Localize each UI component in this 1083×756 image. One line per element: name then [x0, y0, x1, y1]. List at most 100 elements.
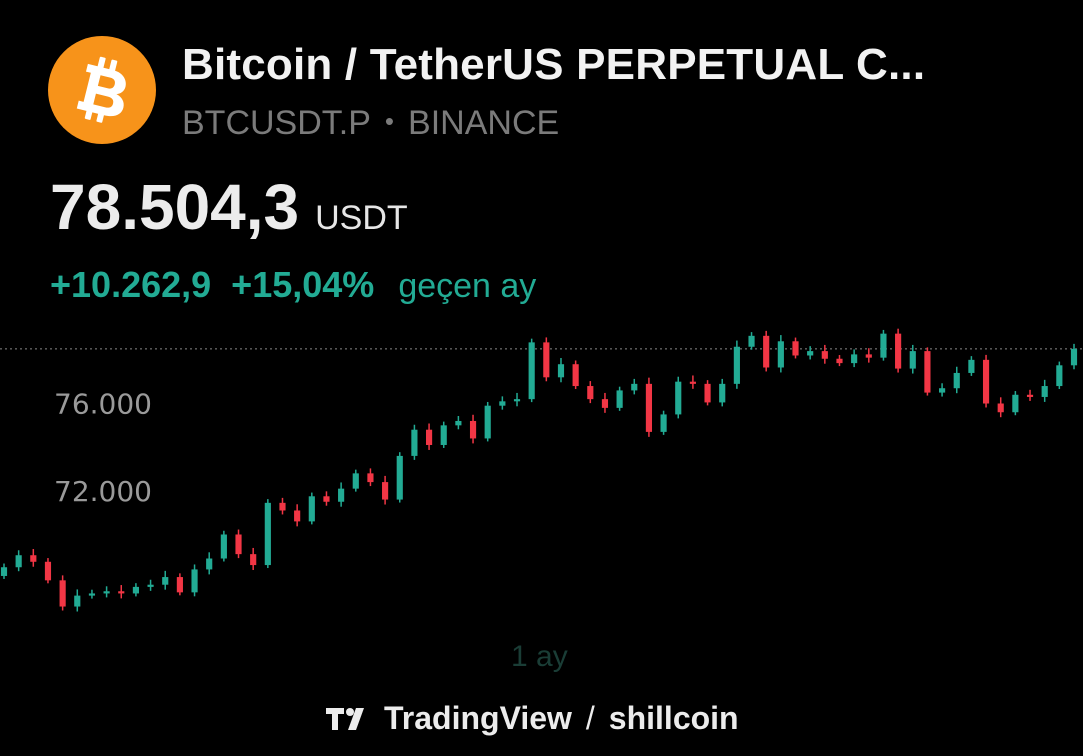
candle-body — [352, 473, 359, 489]
candle-body — [880, 333, 887, 358]
candle — [338, 482, 345, 507]
candle-body — [851, 354, 858, 364]
candle — [895, 328, 902, 373]
candle-body — [396, 455, 403, 500]
change-percent: +15,04% — [231, 264, 375, 305]
candle — [15, 550, 22, 572]
candle — [1026, 389, 1034, 401]
y-tick-label: 76.000 — [54, 388, 152, 421]
tradingview-logo-icon — [326, 707, 364, 730]
candle-body — [499, 401, 506, 406]
candle — [748, 332, 755, 350]
candle-body — [176, 577, 183, 593]
candle-body — [631, 383, 638, 391]
separator-dot: • — [384, 106, 395, 136]
candle — [924, 347, 931, 396]
candle-body — [557, 364, 565, 378]
candle — [572, 360, 579, 390]
candle-body — [645, 383, 653, 432]
candle — [59, 575, 66, 611]
candle-body — [777, 341, 784, 368]
candle-body — [0, 567, 8, 576]
candle — [367, 468, 374, 487]
candle-body — [279, 502, 286, 511]
candle-body — [836, 358, 843, 364]
candle — [220, 530, 227, 562]
candle-body — [997, 403, 1004, 413]
candle — [44, 558, 52, 584]
candle-body — [338, 488, 345, 502]
candle — [1012, 391, 1019, 416]
candle-body — [147, 584, 154, 587]
candle-body — [616, 390, 623, 408]
candle — [587, 381, 594, 404]
instrument-title: Bitcoin / TetherUS PERPETUAL C... — [182, 40, 926, 89]
timeframe-label[interactable]: 1 ay — [511, 640, 568, 673]
candle — [352, 469, 359, 492]
candle-body — [807, 351, 814, 356]
candle-body — [953, 372, 960, 389]
candle-body — [220, 534, 227, 559]
candle — [147, 579, 154, 591]
candle — [645, 377, 653, 437]
candle-body — [1056, 365, 1063, 387]
candle-series — [0, 328, 1078, 612]
candle — [660, 410, 667, 435]
y-tick-label: 72.000 — [54, 475, 152, 508]
candle — [118, 585, 125, 599]
candle-body — [572, 364, 579, 387]
candle-body — [382, 482, 389, 500]
candle — [982, 354, 990, 408]
candle-body — [601, 399, 609, 408]
candle — [763, 330, 770, 372]
candle — [1041, 379, 1048, 402]
candle — [543, 337, 550, 382]
candle — [455, 416, 462, 430]
candle-body — [543, 342, 550, 378]
candle — [675, 376, 682, 419]
candle — [880, 329, 887, 361]
bitcoin-logo-icon — [76, 56, 126, 123]
change-period: geçen ay — [398, 267, 537, 305]
candle — [206, 552, 213, 575]
candle-body — [103, 591, 110, 594]
candle — [323, 491, 330, 506]
candle-body — [895, 333, 902, 369]
price-quote: 78.504,3 USDT — [50, 170, 408, 244]
candle — [382, 475, 389, 505]
candle-body — [264, 502, 271, 566]
candle — [939, 383, 946, 397]
candle — [411, 424, 418, 460]
candle — [308, 492, 315, 525]
instrument-subtitle: BTCUSDT.P • BINANCE — [182, 104, 559, 143]
candle-body — [968, 359, 975, 373]
candle — [88, 589, 96, 599]
candle — [557, 358, 565, 383]
candle — [836, 355, 843, 367]
candle-body — [748, 335, 755, 347]
candle — [601, 392, 609, 413]
candle-body — [425, 429, 433, 445]
candle-body — [675, 381, 682, 415]
candle — [777, 335, 784, 373]
candle — [469, 414, 477, 444]
candle-body — [30, 555, 37, 562]
candle-body — [733, 346, 740, 384]
candle — [733, 340, 740, 389]
price-chart[interactable]: 76.000 72.000 — [0, 0, 1083, 640]
candle-body — [206, 558, 213, 570]
candle — [74, 589, 81, 612]
candle-body — [865, 354, 872, 358]
candle — [30, 549, 37, 567]
candle — [425, 423, 433, 450]
candle-body — [132, 586, 139, 594]
candle — [968, 356, 975, 376]
candle — [294, 504, 301, 527]
candle — [821, 344, 828, 364]
candle — [513, 392, 521, 407]
candle-body — [88, 593, 96, 596]
candle-body — [939, 388, 946, 393]
price-currency: USDT — [315, 199, 408, 237]
candle — [0, 563, 8, 579]
candle-body — [587, 386, 594, 400]
